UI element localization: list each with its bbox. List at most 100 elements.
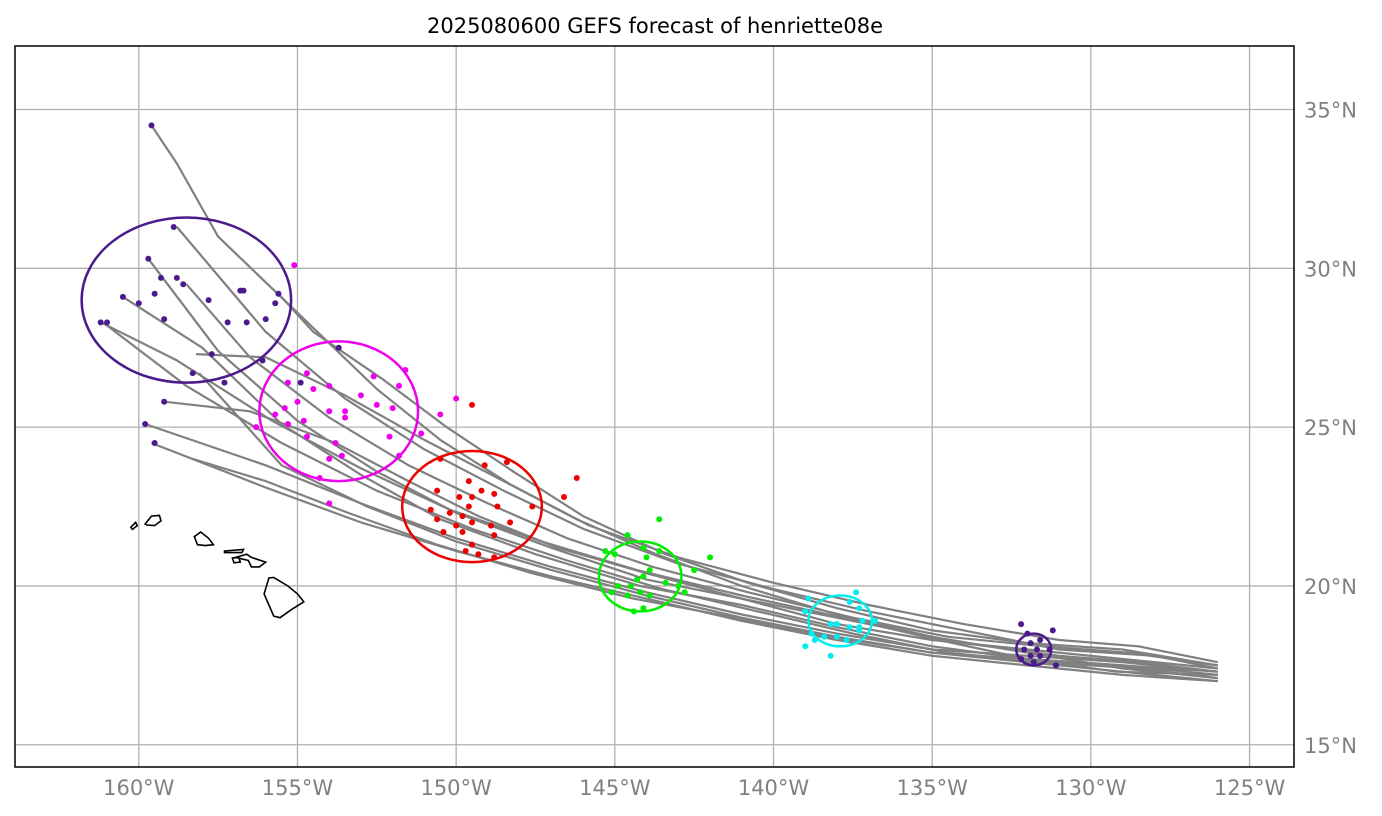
forecast-position-point [637, 589, 644, 596]
forecast-position-point [151, 440, 158, 447]
forecast-position-point [624, 532, 631, 539]
forecast-position-point [640, 605, 647, 612]
forecast-position-point [294, 398, 301, 405]
island-outline [143, 514, 162, 527]
forecast-position-point [634, 576, 641, 583]
forecast-position-point [104, 319, 111, 326]
forecast-position-point [97, 319, 104, 326]
forecast-position-point [310, 386, 317, 393]
forecast-position-point [418, 430, 425, 437]
forecast-position-point [1037, 652, 1044, 659]
uncertainty-ellipse [258, 340, 420, 483]
y-tick-label: 25°N [1304, 416, 1357, 440]
x-tick-label: 135°W [897, 776, 969, 800]
forecast-position-point [627, 582, 634, 589]
forecast-position-point [240, 287, 247, 294]
forecast-position-point [157, 274, 164, 281]
forecast-position-point [161, 398, 168, 405]
forecast-position-point [446, 509, 453, 516]
x-tick-label: 140°W [738, 776, 810, 800]
forecast-position-point [469, 541, 476, 548]
forecast-position-point [827, 621, 834, 628]
forecast-position-point [189, 370, 196, 377]
uncertainty-ellipse [80, 216, 293, 384]
y-tick-label: 30°N [1304, 257, 1357, 281]
forecast-position-point [707, 554, 714, 561]
forecast-position-point [640, 544, 647, 551]
forecast-position-point [1027, 652, 1034, 659]
forecast-position-point [396, 382, 403, 389]
forecast-position-point [335, 344, 342, 351]
ensemble-track [100, 321, 1218, 676]
island-outline [231, 556, 242, 564]
forecast-position-point [437, 455, 444, 462]
forecast-position-point [811, 636, 818, 643]
forecast-position-point [481, 462, 488, 469]
forecast-position-point [316, 474, 323, 481]
forecast-position-point [402, 366, 409, 373]
forecast-position-point [691, 567, 698, 574]
forecast-position-point [326, 382, 333, 389]
forecast-position-point [253, 424, 260, 431]
forecast-position-point [291, 262, 298, 269]
y-tick-label: 15°N [1304, 734, 1357, 758]
forecast-position-point [1018, 656, 1025, 663]
forecast-position-point [469, 519, 476, 526]
forecast-position-point [821, 633, 828, 640]
forecast-position-point [503, 459, 510, 466]
ensemble-tracks [100, 124, 1219, 683]
island-outline [232, 553, 268, 568]
forecast-position-point [370, 373, 377, 380]
forecast-position-point [205, 297, 212, 304]
ensemble-track [106, 324, 1218, 680]
forecast-position-point [284, 379, 291, 386]
forecast-position-point [459, 528, 466, 535]
forecast-position-point [243, 319, 250, 326]
forecast-position-point [272, 300, 279, 307]
ensemble-track [185, 283, 1218, 667]
forecast-position-point [1046, 646, 1053, 653]
forecast-position-point [491, 554, 498, 561]
forecast-position-point [507, 519, 514, 526]
x-tick-label: 130°W [1055, 776, 1127, 800]
forecast-position-point [808, 630, 815, 637]
forecast-position-point [459, 513, 466, 520]
forecast-position-point [151, 290, 158, 297]
forecast-position-point [326, 455, 333, 462]
x-tick-label: 150°W [420, 776, 492, 800]
forecast-position-point [357, 392, 364, 399]
ensemble-positions [97, 122, 1059, 669]
hawaii-coastline [129, 514, 305, 619]
map-frame [14, 45, 1295, 768]
forecast-position-point [434, 487, 441, 494]
forecast-position-point [630, 608, 637, 615]
forecast-position-point [208, 351, 215, 358]
forecast-position-point [1037, 636, 1044, 643]
forecast-position-point [161, 316, 168, 323]
forecast-position-point [148, 122, 155, 129]
ensemble-track [144, 422, 1218, 673]
forecast-position-point [602, 548, 609, 555]
forecast-position-point [342, 414, 349, 421]
forecast-position-point [373, 401, 380, 408]
forecast-position-point [326, 500, 333, 507]
forecast-position-point [332, 440, 339, 447]
forecast-position-point [180, 281, 187, 288]
uncertainty-ellipse [400, 449, 544, 564]
forecast-position-point [303, 370, 310, 377]
forecast-position-point [662, 579, 669, 586]
forecast-position-point [675, 582, 682, 589]
forecast-position-point [465, 478, 472, 485]
forecast-position-point [475, 551, 482, 558]
ensemble-track [122, 295, 1218, 676]
forecast-position-point [491, 490, 498, 497]
forecast-position-point [872, 617, 879, 624]
forecast-position-point [1027, 640, 1034, 647]
forecast-position-point [833, 633, 840, 640]
forecast-position-point [656, 548, 663, 555]
y-tick-label: 20°N [1304, 575, 1357, 599]
x-tick-label: 155°W [262, 776, 334, 800]
forecast-position-point [262, 316, 269, 323]
forecast-position-point [646, 592, 653, 599]
axis-tick-labels: 160°W 155°W 150°W 145°W 140°W 135°W 130°W 125°W… [103, 99, 1357, 800]
